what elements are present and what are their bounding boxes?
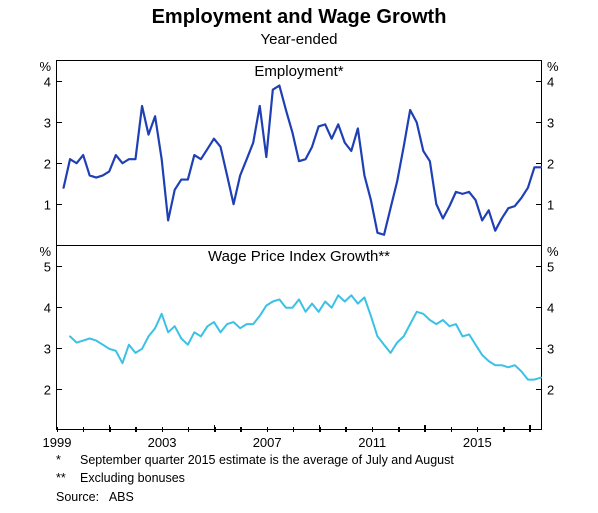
- x-tick-minor: [83, 427, 85, 432]
- x-tick-minor: [424, 427, 426, 432]
- x-tick-minor: [293, 427, 295, 432]
- y-axis-label-right: 3: [541, 341, 554, 356]
- unit-left-bot: %: [39, 244, 57, 259]
- x-axis-label: 1999: [43, 431, 72, 450]
- y-tick: [57, 266, 62, 267]
- source-label: Source:: [56, 490, 99, 504]
- x-tick-minor: [135, 427, 137, 432]
- footnote-1: * September quarter 2015 estimate is the…: [56, 452, 454, 470]
- y-tick: [57, 348, 62, 349]
- y-axis-label-right: 4: [541, 300, 554, 315]
- panel-employment: Employment* % % 11223344: [57, 61, 541, 246]
- y-axis-label-left: 4: [44, 74, 57, 89]
- x-axis-label: 2007: [253, 431, 282, 450]
- source-value: ABS: [109, 490, 134, 504]
- x-tick-minor: [57, 427, 59, 432]
- y-axis-label-right: 1: [541, 197, 554, 212]
- x-tick-minor: [503, 427, 505, 432]
- y-tick: [57, 81, 62, 82]
- y-axis-label-left: 5: [44, 259, 57, 274]
- unit-right-bot: %: [541, 244, 559, 259]
- x-axis-label: 2011: [358, 431, 386, 450]
- y-tick: [57, 204, 62, 205]
- y-axis-label-right: 3: [541, 115, 554, 130]
- y-axis-label-left: 3: [44, 115, 57, 130]
- x-tick-minor: [319, 427, 321, 432]
- y-axis-label-left: 2: [44, 382, 57, 397]
- x-tick-minor: [398, 427, 400, 432]
- panel-wpi: Wage Price Index Growth** % % 2233445519…: [57, 246, 541, 431]
- y-tick: [57, 163, 62, 164]
- x-tick-minor: [451, 427, 453, 432]
- x-tick-minor: [372, 427, 374, 432]
- footnote-mark: **: [56, 470, 80, 488]
- source-line: Source: ABS: [56, 489, 454, 507]
- chart-area: Employment* % % 11223344 Wage Price Inde…: [56, 60, 542, 430]
- y-axis-label-right: 5: [541, 259, 554, 274]
- footnote-2: ** Excluding bonuses: [56, 470, 454, 488]
- x-axis-label: 2015: [463, 431, 492, 450]
- x-tick-minor: [188, 427, 190, 432]
- unit-left-top: %: [39, 59, 57, 74]
- y-axis-label-right: 2: [541, 156, 554, 171]
- wpi-line: [57, 246, 541, 431]
- x-tick-minor: [240, 427, 242, 432]
- x-tick-minor: [529, 427, 531, 432]
- y-axis-label-left: 1: [44, 197, 57, 212]
- footnotes: * September quarter 2015 estimate is the…: [56, 452, 454, 507]
- x-tick-minor: [477, 427, 479, 432]
- x-tick-minor: [162, 427, 164, 432]
- y-axis-label-left: 3: [44, 341, 57, 356]
- footnote-text: September quarter 2015 estimate is the a…: [80, 452, 454, 470]
- footnote-mark: *: [56, 452, 80, 470]
- unit-right-top: %: [541, 59, 559, 74]
- x-tick-minor: [109, 427, 111, 432]
- y-axis-label-right: 4: [541, 74, 554, 89]
- x-tick-minor: [214, 427, 216, 432]
- y-axis-label-left: 4: [44, 300, 57, 315]
- y-tick: [57, 389, 62, 390]
- y-axis-label-left: 2: [44, 156, 57, 171]
- x-tick-minor: [267, 427, 269, 432]
- y-axis-label-right: 2: [541, 382, 554, 397]
- x-axis-label: 2003: [148, 431, 177, 450]
- chart-subtitle: Year-ended: [0, 31, 598, 48]
- x-tick-minor: [345, 427, 347, 432]
- footnote-text: Excluding bonuses: [80, 470, 185, 488]
- y-tick: [57, 122, 62, 123]
- y-tick: [57, 307, 62, 308]
- employment-line: [57, 61, 541, 245]
- chart-title: Employment and Wage Growth: [0, 6, 598, 29]
